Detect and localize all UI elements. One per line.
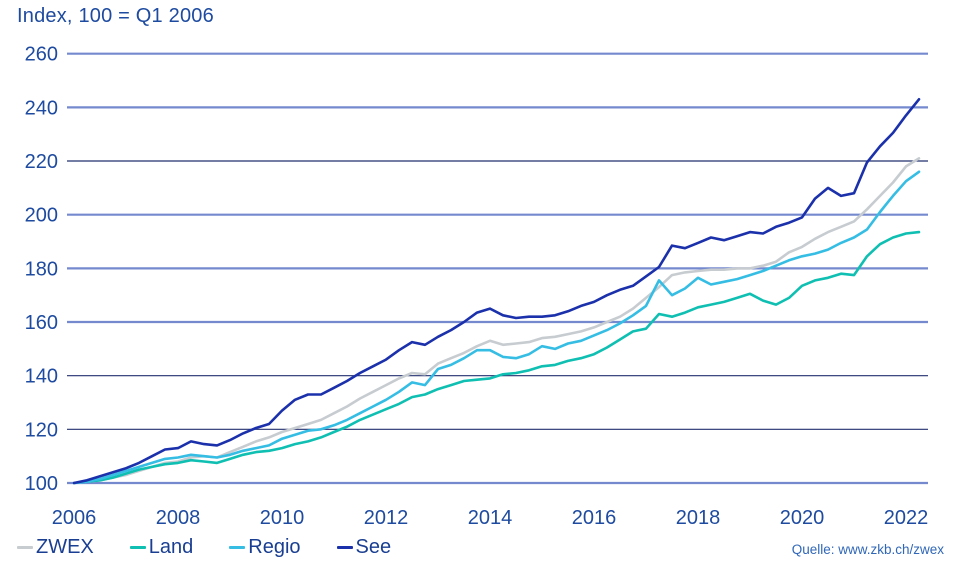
series-line-regio [72,170,921,485]
legend-item-regio: Regio [229,536,301,559]
legend-dash-icon [336,546,353,549]
x-axis-tick-label: 2018 [676,507,721,529]
x-axis-tick-label: 2012 [364,507,409,529]
x-axis-tick-label: 2008 [156,507,201,529]
legend-item-zwex: ZWEX [17,536,94,559]
x-axis-tick-label: 2010 [260,507,305,529]
y-axis-tick-label: 200 [25,205,58,227]
legend-dash-icon [17,546,33,549]
x-axis-tick-label: 2006 [52,507,97,529]
line-chart-plot: 100 120 140 160 180 200 220 240 260 2006 2008 2010 2… [25,44,929,529]
legend-label: See [355,536,392,558]
y-axis-tick-label: 240 [25,97,58,119]
y-axis-tick-label: 100 [25,473,58,495]
x-axis-tick-label: 2020 [780,507,825,529]
x-axis-tick-label: 2014 [468,507,513,529]
y-axis-tick-label: 180 [25,258,58,280]
legend-dash-icon [129,546,146,549]
legend: ZWEX Land Regio See [17,536,391,559]
y-axis-tick-label: 260 [25,44,58,66]
legend-item-see: See [336,536,392,559]
y-axis-tick-label: 140 [25,366,58,388]
y-axis-tick-label: 120 [25,419,58,441]
x-axis-tick-label: 2022 [884,507,929,529]
series-line-see [72,98,921,485]
series-line-land [72,230,921,485]
source-caption: Quelle: www.zkb.ch/zwex [791,542,944,557]
series-line-zwex [72,157,921,485]
y-axis-tick-label: 160 [25,312,58,334]
legend-label: Regio [248,536,301,558]
legend-dash-icon [229,546,246,549]
legend-item-land: Land [129,536,194,559]
legend-label: ZWEX [36,536,94,558]
x-axis-tick-label: 2016 [572,507,617,529]
y-axis-tick-label: 220 [25,151,58,173]
legend-label: Land [148,536,194,558]
chart-title: Index, 100 = Q1 2006 [17,5,214,27]
